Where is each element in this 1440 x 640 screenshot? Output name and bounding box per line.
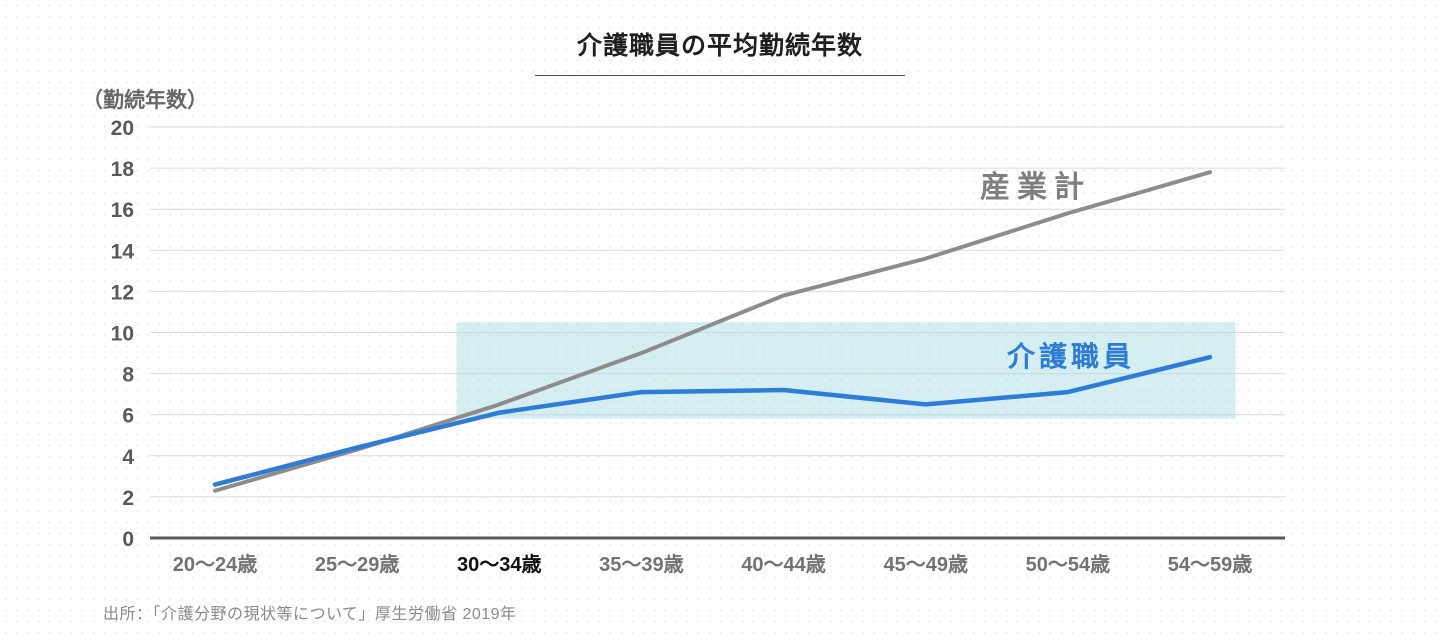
series-line-介護職員	[212, 354, 1213, 487]
x-tick-label-1: 25〜29歳	[315, 552, 400, 576]
y-axis-title: （勤続年数）	[82, 89, 208, 112]
chart-title: 介護職員の平均勤続年数	[534, 26, 905, 76]
y-tick-label-6: 6	[122, 405, 134, 428]
y-tick-label-4: 4	[122, 446, 134, 469]
y-tick-label-14: 14	[111, 240, 135, 263]
y-tick-label-0: 0	[122, 528, 134, 551]
y-tick-label-8: 8	[122, 364, 134, 387]
y-tick-label-12: 12	[111, 281, 134, 304]
x-tick-label-7: 54〜59歳	[1168, 552, 1253, 576]
y-tick-label-18: 18	[111, 158, 135, 181]
source-note: 出所：「介護分野の現状等について」厚生労働省 2019年	[103, 606, 517, 623]
x-tick-label-5: 45〜49歳	[883, 552, 968, 576]
x-tick-label-2: 30〜34歳	[457, 552, 542, 576]
y-tick-label-20: 20	[111, 117, 134, 140]
x-tick-label-3: 35〜39歳	[599, 552, 684, 576]
x-tick-label-6: 50〜54歳	[1026, 552, 1111, 576]
y-tick-label-2: 2	[122, 487, 134, 510]
x-tick-label-0: 20〜24歳	[173, 552, 258, 576]
y-tick-label-10: 10	[111, 323, 134, 346]
series-label-産業計: 産業計	[980, 170, 1091, 204]
series-label-介護職員: 介護職員	[1006, 340, 1135, 372]
x-tick-label-4: 40〜44歳	[741, 552, 826, 576]
chart-header: 介護職員の平均勤続年数	[0, 26, 1440, 76]
y-tick-label-16: 16	[111, 199, 134, 222]
